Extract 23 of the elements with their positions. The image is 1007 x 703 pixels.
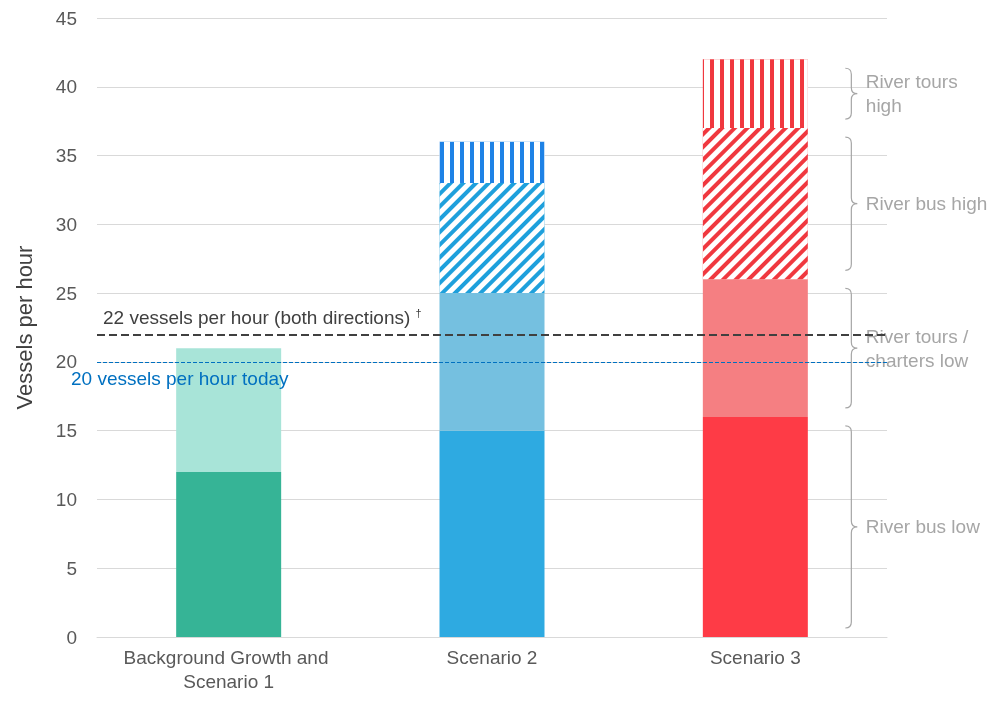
y-axis-title: Vessels per hour: [11, 245, 37, 410]
y-tick-label: 15: [55, 420, 77, 442]
y-tick-label: 0: [66, 626, 77, 648]
y-tick-label: 30: [55, 213, 77, 235]
bar: [702, 416, 808, 637]
y-tick-label: 10: [55, 488, 77, 510]
y-tick-label: 40: [55, 76, 77, 98]
y-tick-label: 25: [55, 282, 77, 304]
y-tick-label: 35: [55, 145, 77, 167]
bar: [439, 293, 545, 431]
ref-line-label: 22 vessels per hour (both directions) †: [103, 306, 422, 329]
y-tick-label: 45: [55, 7, 77, 29]
x-tick-label: Scenario 3: [709, 646, 801, 668]
bar: [439, 430, 545, 637]
bar: [702, 279, 808, 417]
y-tick-label: 5: [66, 557, 77, 579]
text: River bus high: [865, 193, 988, 215]
text: River tours high: [865, 71, 963, 117]
bar: [176, 471, 282, 637]
x-tick-label: Background Growth and Scenario 1: [123, 646, 334, 692]
text: River bus low: [865, 516, 981, 538]
text: River tours / charters low: [865, 325, 974, 371]
x-tick-label: Scenario 2: [446, 646, 538, 668]
